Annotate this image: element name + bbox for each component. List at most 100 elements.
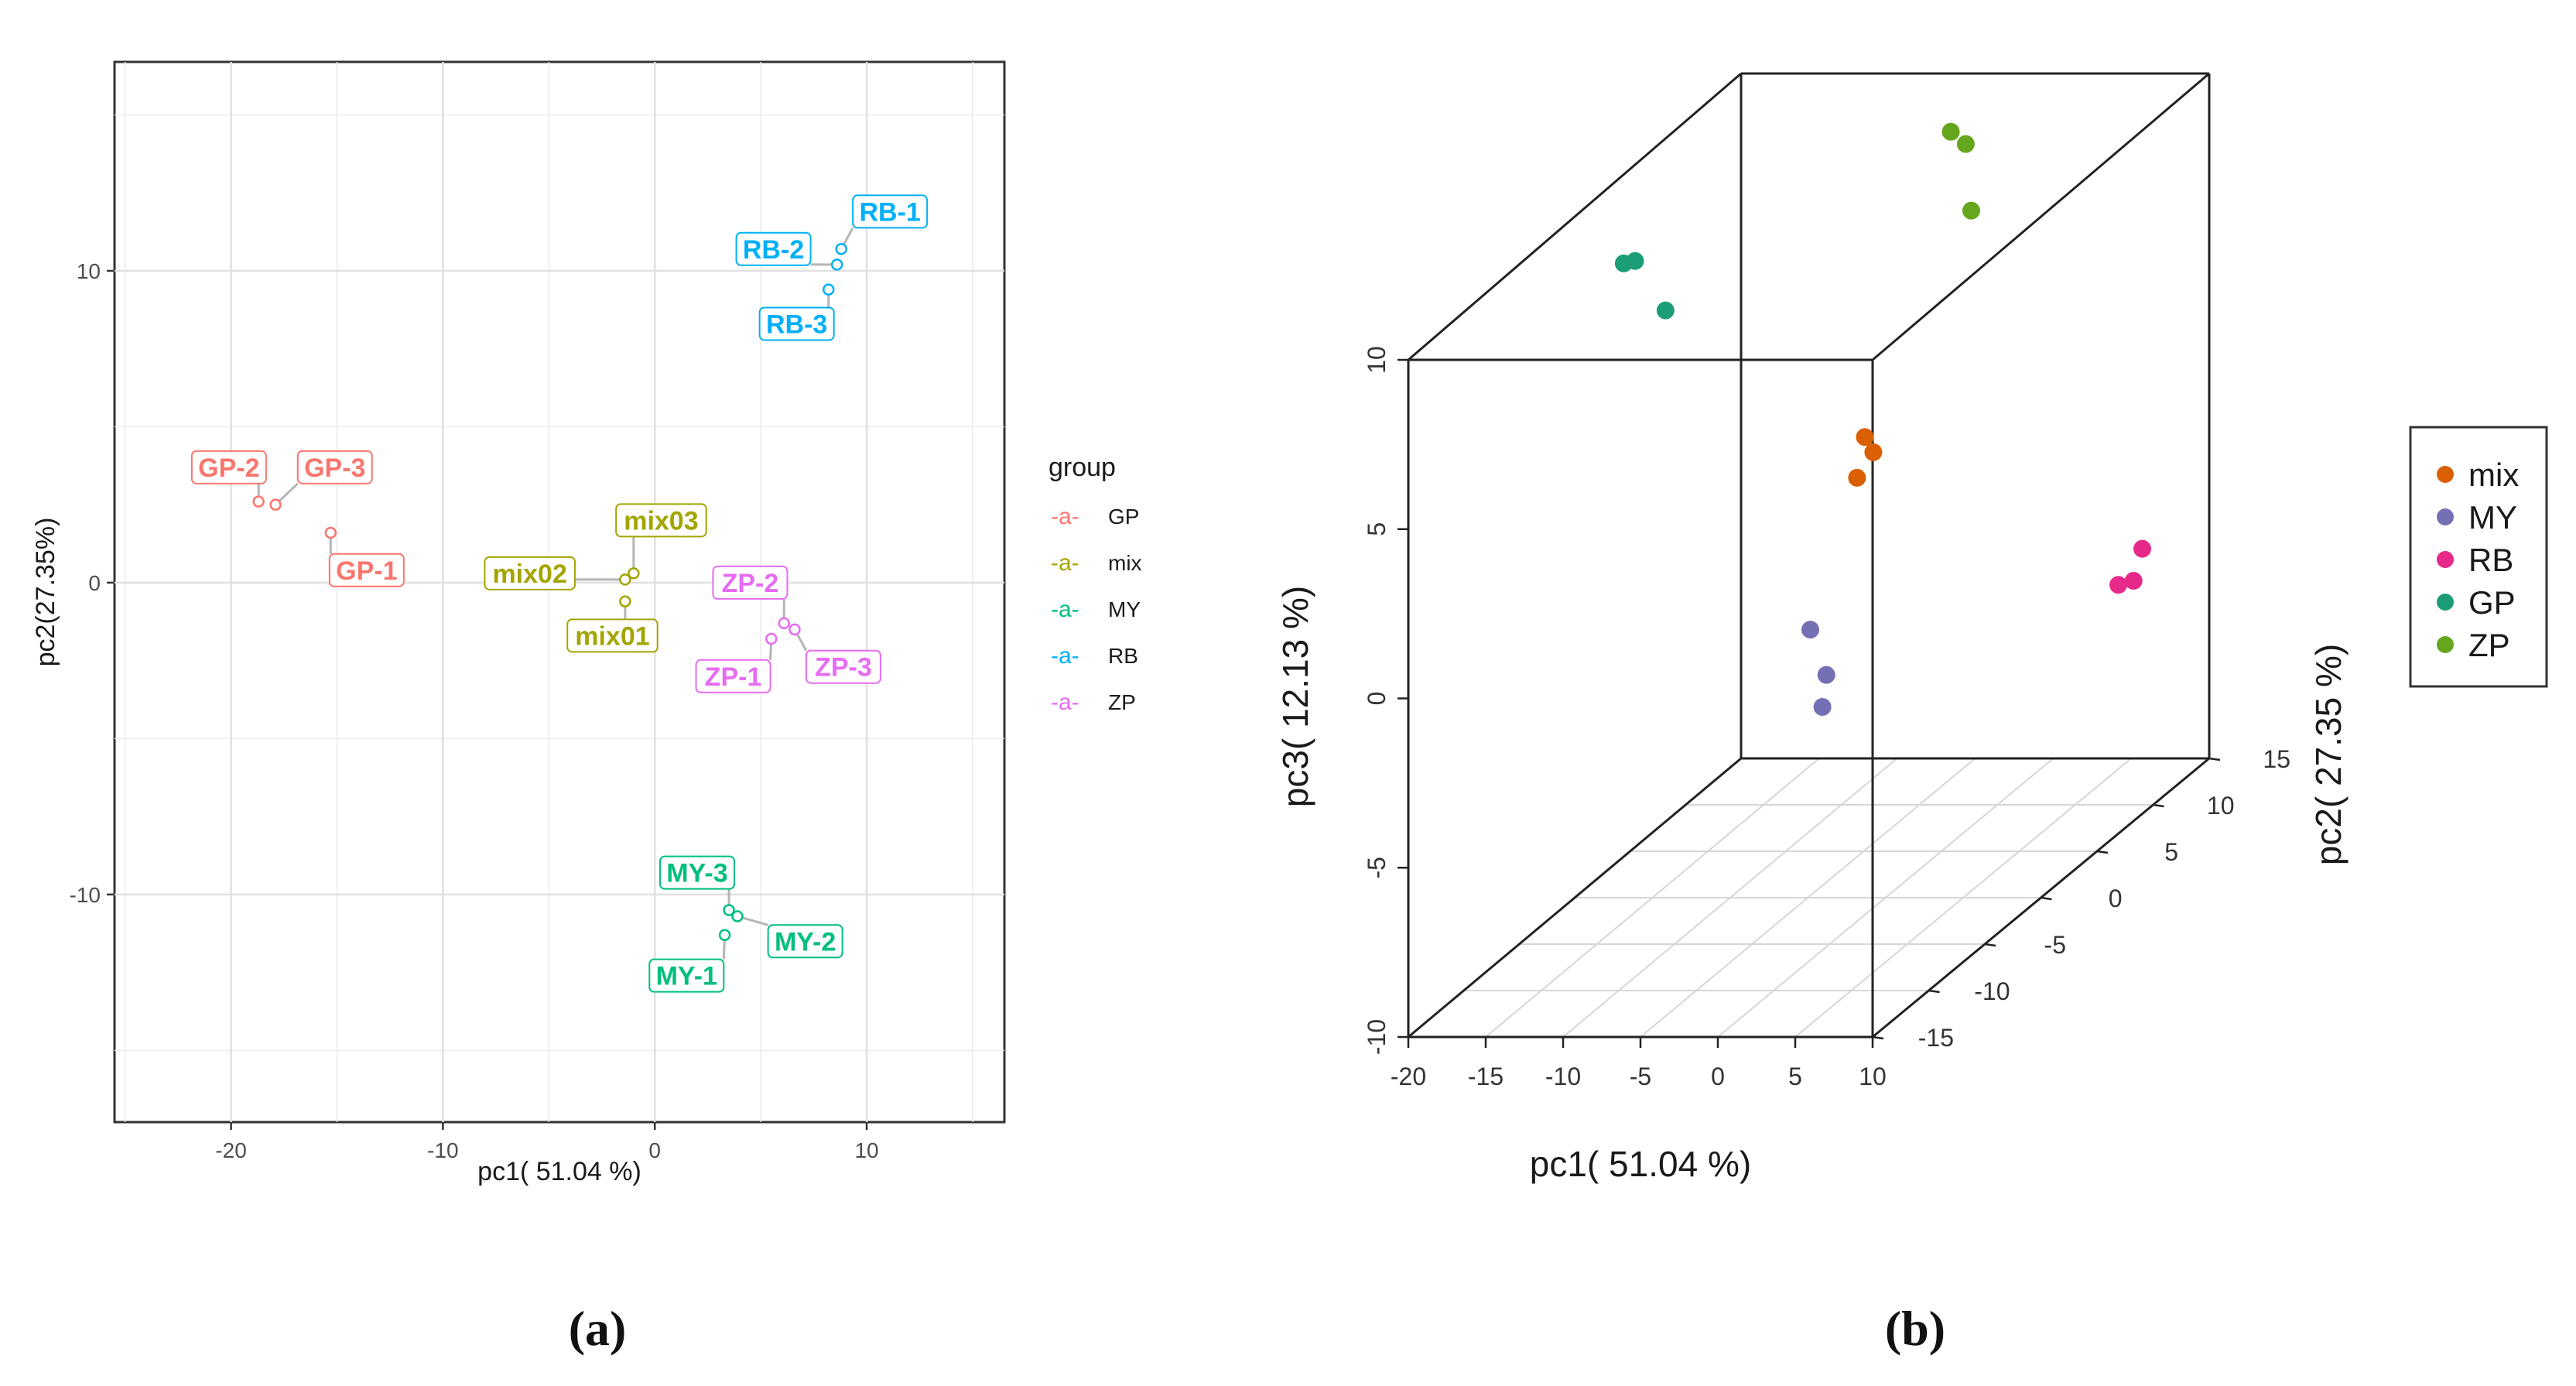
panel-a-point-label: MY-1 [656,962,717,991]
panel-a-ticks: -20 -10 0 10 -10 0 10 [70,259,879,1162]
panel-b-points [1614,122,2151,716]
panel-b-vertical-tick-label: 0 [1363,692,1391,706]
panel-b-point-mix [1864,443,1883,461]
panel-b-point-zp [1962,201,1980,220]
panel-b-legend-label: RB [2468,542,2513,578]
panel-b-x-axis-label: pc1( 51.04 %) [1530,1144,1751,1184]
panel-a-label-box [648,958,725,993]
panel-a-y-tick-label: 0 [88,571,101,595]
panel-a-point-my-3 [723,904,735,916]
panel-b-depth-tick-label: 10 [2207,792,2235,820]
panel-b-box-frame [1407,72,2211,1039]
panel-a-legend-label: RB [1108,644,1138,668]
panel-b-x-tick-label: 0 [1711,1063,1725,1090]
panel-b-point-zp [1956,135,1975,153]
panel-a-label-box [190,450,267,484]
panel-a-plot-area [113,60,1006,1124]
panel-a-label-box [767,924,843,959]
panel-b-depth-tick [2153,803,2164,808]
panel-a-point-zp-3 [789,623,801,636]
panel-b-depth-tick-label: -15 [1918,1024,1954,1052]
panel-a-label-box [659,855,735,890]
panel-a-label-box [615,503,707,538]
panel-b-point-my [1813,697,1832,716]
panel-a-y-tick-label: -10 [70,883,101,907]
panel-a-legend-key: -a- [1051,504,1079,529]
panel-a-point-label: mix01 [575,621,649,651]
panel-b-vertical-axis-label: pc3( 12.13 %) [1275,586,1315,807]
panel-b-vertical-tick-label: -10 [1363,1019,1391,1055]
panel-b-vertical-tick-label: -5 [1363,857,1391,878]
panel-a-point-label: MY-2 [775,927,836,957]
panel-b-depth-tick-label: -5 [2044,931,2066,959]
panel-a-label-box [712,565,789,600]
panel-a-point-mix03 [628,567,640,580]
panel-a-point-zp-2 [778,617,790,630]
panel-a-label-box [695,659,771,693]
panel-b-depth-tick-label: -10 [1974,977,2010,1005]
panel-b-box-edge [1408,757,1742,1039]
panel-a-point-my-2 [731,910,744,922]
panel-a-label-box [735,231,812,266]
panel-a-point-label: mix02 [492,560,566,589]
panel-a-gridlines [115,62,1004,1122]
panel-a-x-tick-label: -20 [215,1138,246,1162]
panel-b-x-tick-label: -5 [1630,1063,1651,1090]
panel-a-point-labels: GP-1 GP-2 GP-3 mix01 mix02 mix03 MY-1 MY-2 MY-3 R… [190,194,929,993]
panel-a-point-rb-3 [822,283,835,296]
panel-a-point-my-1 [718,929,731,941]
panel-a-label-box [758,306,835,341]
panel-b-legend-marker [2437,594,2454,611]
panel-b-x-tick-label: 10 [1859,1063,1887,1090]
panel-a-legend-label: ZP [1108,690,1136,714]
panel-b-x-tick-label: -10 [1545,1063,1581,1090]
panel-a-label-box [566,618,659,653]
panel-b-legend-label: GP [2468,584,2516,621]
panel-b-depth-tick-label: 0 [2109,885,2123,912]
panel-a-point-label: GP-2 [198,453,259,483]
panel-b-legend-marker [2437,508,2454,525]
panel-b-point-mix [1848,468,1866,487]
panel-b-vertical-tick-label: 5 [1363,522,1391,536]
panel-a-legend-title: group [1049,453,1116,482]
panel-b-box-edge [1872,72,2210,361]
panel-b-depth-tick [2041,896,2052,901]
panel-b-point-gp [1626,252,1644,270]
panel-a-legend-label: mix [1108,551,1142,575]
panel-b-legend-marker [2437,636,2454,653]
panel-b-legend-label: MY [2468,499,2517,536]
panel-a-x-axis-label: pc1( 51.04 %) [477,1157,641,1186]
panel-b-floor-grid [1408,758,2210,1038]
panel-a-point-label: MY-3 [666,859,727,888]
panel-a-label-box [484,556,576,590]
panel-b-depth-tick [2208,757,2221,761]
panel-b-box-edge [1408,72,1742,361]
panel-a-point-rb-1 [835,243,847,255]
panel-b-point-rb [2109,576,2128,594]
panel-a-point-gp-2 [252,495,265,508]
panel-b-depth-tick-label: 15 [2263,745,2290,773]
panel-a-point-label: mix03 [624,506,698,536]
panel-a: -20 -10 0 10 -10 0 10 GP-1 GP-2 GP-3 mix01 mix02 mi… [31,60,1142,1356]
panel-b-point-rb [2124,571,2143,590]
panel-b-depth-tick [1928,989,1940,994]
panel-a-label-box [328,553,405,587]
panel-a-y-tick-label: 10 [77,259,101,283]
panel-a-legend-key: -a- [1051,643,1079,669]
panel-b-depth-ticks: -15 -10 -5 0 5 10 15 [1872,745,2290,1052]
panel-a-points [252,243,847,941]
panel-a-label-box [852,194,929,229]
panel-b-x-tick-label: -20 [1391,1063,1426,1090]
panel-a-point-label: RB-3 [766,310,827,339]
panel-b-depth-tick-label: 5 [2164,838,2178,866]
panel-a-point-label: GP-3 [304,453,365,483]
panel-a-label-box [805,649,881,684]
panel-a-point-label: RB-2 [743,235,804,265]
panel-b-depth-axis-label: pc2( 27.35 %) [2308,644,2349,865]
panel-a-y-axis-label: pc2(27.35%) [31,518,60,667]
panel-a-legend-label: MY [1108,597,1141,621]
panel-a-point-label: ZP-2 [722,569,779,598]
panel-a-x-tick-label: -10 [427,1138,458,1162]
panel-b-depth-tick [2096,850,2109,854]
